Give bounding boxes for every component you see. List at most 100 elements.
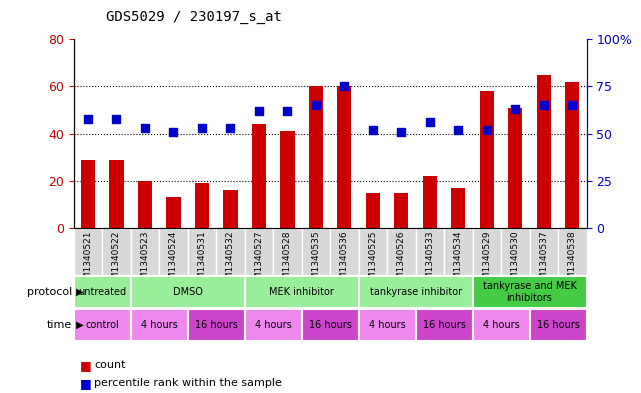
Bar <box>501 228 529 275</box>
Bar <box>110 160 124 228</box>
Text: GSM1340530: GSM1340530 <box>511 230 520 291</box>
Bar <box>537 75 551 228</box>
Text: GSM1340525: GSM1340525 <box>369 230 378 291</box>
Text: percentile rank within the sample: percentile rank within the sample <box>94 378 282 388</box>
Text: GSM1340523: GSM1340523 <box>140 230 149 291</box>
Text: tankyrase inhibitor: tankyrase inhibitor <box>369 287 462 297</box>
Bar <box>195 183 209 228</box>
Text: time: time <box>47 320 72 330</box>
Text: 4 hours: 4 hours <box>483 320 519 330</box>
Text: GSM1340526: GSM1340526 <box>397 230 406 291</box>
Bar <box>245 309 302 341</box>
Text: ■: ■ <box>80 376 92 390</box>
Text: tankyrase and MEK
inhibitors: tankyrase and MEK inhibitors <box>483 281 576 303</box>
Bar <box>451 188 465 228</box>
Bar <box>558 228 587 275</box>
Bar <box>330 228 358 275</box>
Text: GSM1340535: GSM1340535 <box>312 230 320 291</box>
Bar <box>358 276 472 308</box>
Text: GSM1340528: GSM1340528 <box>283 230 292 291</box>
Bar <box>422 176 437 228</box>
Bar <box>358 309 415 341</box>
Bar <box>479 91 494 228</box>
Bar <box>415 309 472 341</box>
Bar <box>131 309 188 341</box>
Bar <box>74 309 131 341</box>
Point <box>567 102 578 108</box>
Bar <box>245 276 358 308</box>
Point <box>425 119 435 125</box>
Text: GSM1340524: GSM1340524 <box>169 230 178 291</box>
Text: GSM1340537: GSM1340537 <box>539 230 548 291</box>
Bar <box>472 309 529 341</box>
Point <box>311 102 321 108</box>
Bar <box>131 228 159 275</box>
Text: MEK inhibitor: MEK inhibitor <box>269 287 334 297</box>
Text: control: control <box>85 320 119 330</box>
Bar <box>273 228 302 275</box>
Bar <box>472 276 587 308</box>
Text: ■: ■ <box>80 359 92 372</box>
Bar <box>302 309 358 341</box>
Point <box>112 116 122 122</box>
Bar <box>302 228 330 275</box>
Bar <box>131 276 245 308</box>
Bar <box>245 228 273 275</box>
Bar <box>565 82 579 228</box>
Bar <box>415 228 444 275</box>
Point <box>254 108 264 114</box>
Text: GSM1340534: GSM1340534 <box>454 230 463 291</box>
Text: untreated: untreated <box>78 287 126 297</box>
Point <box>169 129 179 135</box>
Bar <box>508 108 522 228</box>
Text: GSM1340533: GSM1340533 <box>426 230 435 291</box>
Text: 16 hours: 16 hours <box>422 320 465 330</box>
Bar <box>188 309 245 341</box>
Text: GSM1340521: GSM1340521 <box>83 230 92 291</box>
Text: 4 hours: 4 hours <box>141 320 178 330</box>
Bar <box>394 193 408 228</box>
Point <box>368 127 378 133</box>
Bar <box>81 160 95 228</box>
Bar <box>444 228 472 275</box>
Bar <box>309 86 323 228</box>
Text: 4 hours: 4 hours <box>369 320 406 330</box>
Bar <box>387 228 415 275</box>
Point <box>197 125 207 131</box>
Bar <box>166 197 181 228</box>
Bar <box>102 228 131 275</box>
Point <box>282 108 292 114</box>
Bar <box>337 86 351 228</box>
Text: GSM1340522: GSM1340522 <box>112 230 121 291</box>
Bar <box>252 124 266 228</box>
Text: 4 hours: 4 hours <box>254 320 292 330</box>
Text: GSM1340529: GSM1340529 <box>482 230 491 291</box>
Text: GSM1340532: GSM1340532 <box>226 230 235 291</box>
Point <box>339 83 349 90</box>
Bar <box>223 190 238 228</box>
Point <box>140 125 150 131</box>
Text: GSM1340536: GSM1340536 <box>340 230 349 291</box>
Text: ▶: ▶ <box>73 320 84 330</box>
Text: GSM1340531: GSM1340531 <box>197 230 206 291</box>
Bar <box>74 228 102 275</box>
Bar <box>159 228 188 275</box>
Bar <box>74 276 131 308</box>
Point <box>225 125 235 131</box>
Text: 16 hours: 16 hours <box>309 320 351 330</box>
Text: GDS5029 / 230197_s_at: GDS5029 / 230197_s_at <box>106 9 281 24</box>
Text: 16 hours: 16 hours <box>537 320 579 330</box>
Text: 16 hours: 16 hours <box>195 320 238 330</box>
Bar <box>472 228 501 275</box>
Text: ▶: ▶ <box>73 287 84 297</box>
Point <box>453 127 463 133</box>
Point <box>83 116 93 122</box>
Bar <box>529 309 587 341</box>
Bar <box>529 228 558 275</box>
Text: protocol: protocol <box>27 287 72 297</box>
Text: GSM1340538: GSM1340538 <box>568 230 577 291</box>
Bar <box>280 131 294 228</box>
Text: GSM1340527: GSM1340527 <box>254 230 263 291</box>
Bar <box>358 228 387 275</box>
Point <box>481 127 492 133</box>
